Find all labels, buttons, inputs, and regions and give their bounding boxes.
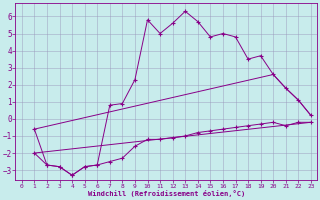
X-axis label: Windchill (Refroidissement éolien,°C): Windchill (Refroidissement éolien,°C): [88, 190, 245, 197]
